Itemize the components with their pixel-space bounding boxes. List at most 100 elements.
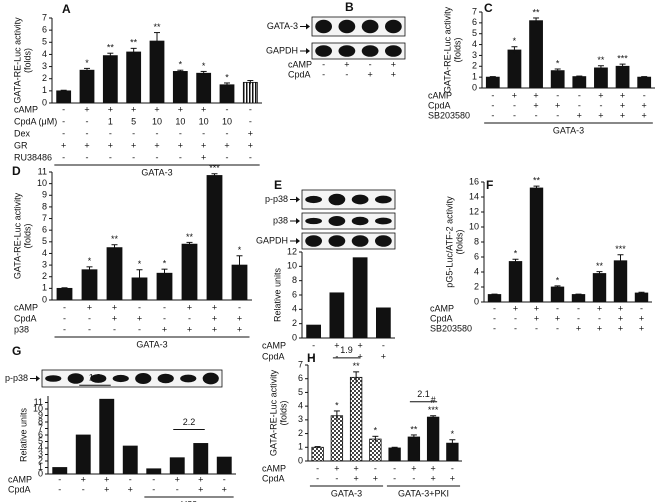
y-tick-label: 6	[42, 25, 47, 35]
y-axis-label: Relative units	[272, 267, 282, 322]
row-mark: +	[131, 140, 136, 150]
band-label: GAPDH	[266, 45, 298, 55]
bar	[193, 443, 209, 475]
row-mark: -	[62, 152, 65, 162]
row-mark: -	[412, 473, 415, 483]
y-tick-label: 5	[472, 28, 477, 38]
row-mark: +	[597, 303, 602, 313]
row-mark: -	[86, 128, 89, 138]
row-mark: -	[312, 340, 315, 350]
y-tick-label: 4	[42, 49, 47, 59]
significance-label: *	[179, 60, 183, 70]
group-label: GATA-3+PKI	[398, 488, 449, 498]
group-label: H89	[181, 499, 198, 502]
row-mark: -	[163, 302, 166, 312]
significance-label: *	[138, 259, 142, 269]
bar	[529, 187, 544, 303]
row-mark: +	[620, 100, 625, 110]
bar	[592, 273, 607, 303]
row-mark: -	[491, 90, 494, 100]
panel-label: G	[12, 344, 21, 358]
blot-band	[315, 45, 332, 57]
y-tick-label: 10	[469, 221, 479, 231]
significance-label: *	[238, 245, 242, 255]
blot-band	[135, 372, 152, 385]
row-mark: -	[249, 152, 252, 162]
blot-band	[361, 45, 379, 57]
row-mark: +	[598, 90, 603, 100]
row-mark: -	[129, 474, 132, 484]
bar	[487, 294, 502, 303]
row-mark: +	[104, 484, 109, 494]
blot-band	[375, 235, 392, 247]
row-mark: +	[618, 303, 623, 313]
y-tick-label: 10	[37, 178, 47, 188]
significance-label: *	[513, 36, 517, 46]
row-mark: +	[576, 323, 581, 333]
annotation: 1.9	[340, 345, 353, 355]
y-tick-label: 4	[474, 266, 479, 276]
row-mark: -	[493, 313, 496, 323]
y-tick-label: 5	[42, 236, 47, 246]
row-mark: -	[179, 152, 182, 162]
band-label: GATA-3	[267, 21, 298, 31]
row-mark: -	[113, 324, 116, 334]
row-mark: -	[63, 313, 66, 323]
arrow-head	[296, 196, 300, 203]
row-mark: -	[138, 302, 141, 312]
significance-label: **	[130, 38, 138, 48]
row-mark: +	[112, 302, 117, 312]
significance-label: *	[85, 58, 89, 68]
band-label: p38	[273, 215, 288, 225]
row-mark: -	[514, 323, 517, 333]
y-tick-label: 9	[42, 190, 47, 200]
row-mark: -	[643, 90, 646, 100]
row-mark: +	[357, 340, 362, 350]
bar	[349, 376, 363, 462]
row-mark: +	[237, 324, 242, 334]
row-mark: -	[82, 484, 85, 494]
significance-label: *	[514, 249, 518, 259]
row-mark: +	[391, 69, 396, 79]
blot-band	[351, 235, 369, 247]
row-mark: -	[374, 463, 377, 473]
row-label: CpdA	[8, 484, 31, 494]
row-mark: -	[640, 303, 643, 313]
bar	[529, 20, 543, 89]
row-mark: -	[88, 313, 91, 323]
significance-label: ***	[428, 405, 439, 415]
row-mark: -	[493, 323, 496, 333]
bar	[99, 398, 115, 475]
row-mark: +	[344, 59, 349, 69]
blot-band	[375, 195, 392, 204]
row-mark: +	[178, 140, 183, 150]
row-mark: 10	[175, 116, 185, 126]
y-tick-label: 6	[42, 225, 47, 235]
bar	[311, 446, 324, 462]
row-mark: +	[381, 351, 386, 361]
significance-label: **	[353, 361, 361, 371]
row-mark: -	[109, 152, 112, 162]
row-mark: +	[212, 313, 217, 323]
y-tick-label: 1	[42, 283, 47, 293]
y-axis-label: (folds)	[22, 48, 32, 73]
row-label: RU38486	[14, 152, 52, 162]
significance-label: **	[111, 234, 119, 244]
y-tick-label: 4	[38, 442, 43, 452]
panel-label: C	[484, 1, 493, 15]
bar	[149, 40, 165, 104]
row-label: CpdA	[262, 473, 285, 483]
y-axis-label: (folds)	[452, 37, 462, 62]
row-mark: -	[156, 128, 159, 138]
row-mark: +	[357, 351, 362, 361]
row-mark: -	[556, 90, 559, 100]
bar	[485, 76, 500, 89]
row-mark: -	[249, 116, 252, 126]
row-mark: -	[491, 110, 494, 120]
row-mark: -	[62, 104, 65, 114]
bar	[52, 467, 68, 475]
row-mark: -	[152, 474, 155, 484]
y-tick-label: 6	[298, 373, 303, 383]
annotation: 2.2	[183, 417, 196, 427]
bar	[426, 416, 440, 462]
